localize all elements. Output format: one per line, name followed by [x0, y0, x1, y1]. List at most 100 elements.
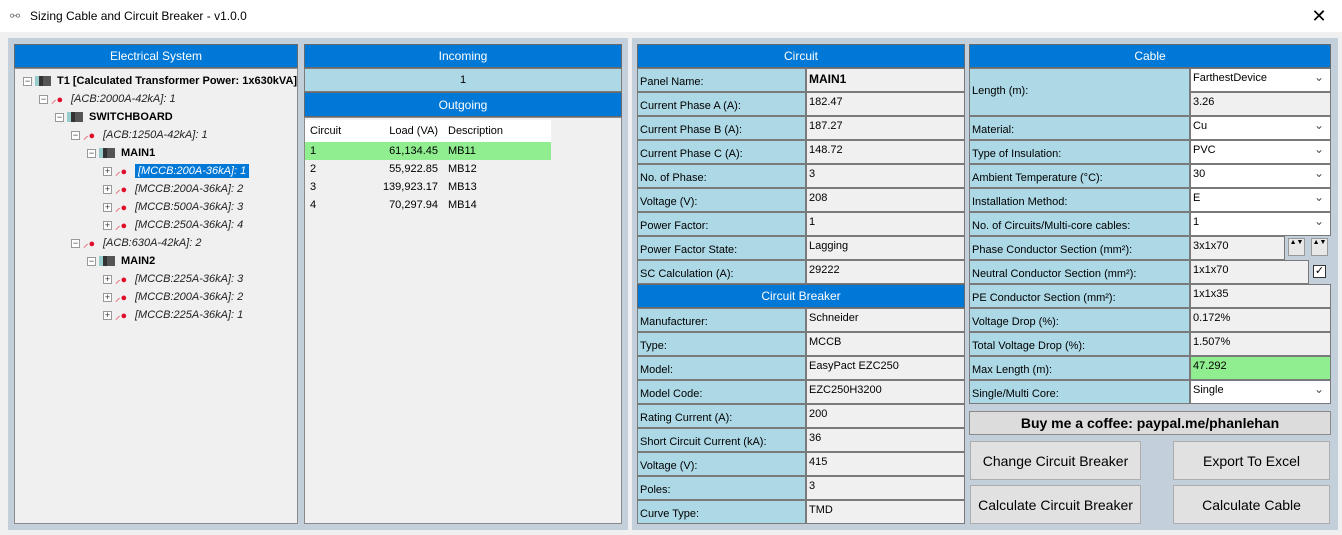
tree-node[interactable]: + ⸝● [MCCB:225A-36kA]: 3 [103, 270, 243, 288]
tree-node-label[interactable]: [MCCB:200A-36kA]: 1 [135, 164, 250, 178]
spinner-icon[interactable]: ▲▼ [1288, 238, 1305, 256]
field-value[interactable]: 208 [806, 188, 965, 212]
grid-row[interactable]: 1 61,134.45 MB11 [305, 142, 551, 160]
field-value[interactable]: 182.47 [806, 92, 965, 116]
collapse-icon[interactable]: − [87, 255, 96, 266]
tree-node-label[interactable]: [MCCB:200A-36kA]: 2 [135, 291, 244, 303]
incoming-value[interactable]: 1 [304, 68, 622, 92]
field-value[interactable]: TMD [806, 500, 965, 524]
field-dropdown[interactable]: Cu [1190, 116, 1331, 140]
tree-node[interactable]: − T1 [Calculated Transformer Power: 1x630… [23, 72, 297, 90]
grid-row[interactable]: 2 55,922.85 MB12 [305, 160, 551, 178]
field-dropdown[interactable]: PVC [1190, 140, 1331, 164]
field-value[interactable]: 415 [806, 452, 965, 476]
tree-node-label[interactable]: [MCCB:200A-36kA]: 2 [135, 183, 244, 195]
spinner-icon[interactable]: ▲▼ [1311, 238, 1328, 256]
field-value[interactable]: 187.27 [806, 116, 965, 140]
tree-node[interactable]: + ⸝● [MCCB:200A-36kA]: 1 [103, 162, 250, 180]
field-value[interactable]: 1 [806, 212, 965, 236]
expand-icon[interactable]: + [103, 273, 112, 284]
tree-node-label[interactable]: [MCCB:225A-36kA]: 3 [135, 273, 244, 285]
field-value[interactable]: 0.172% [1190, 308, 1331, 332]
field-row: Voltage Drop (%): 0.172% [969, 308, 1331, 332]
field-value[interactable]: 3x1x70 [1190, 236, 1285, 260]
tree-node[interactable]: + ⸝● [MCCB:225A-36kA]: 1 [103, 306, 243, 324]
circuit-breaker-header: Circuit Breaker [637, 284, 965, 308]
expand-icon[interactable]: + [103, 201, 112, 212]
field-value[interactable]: 1.507% [1190, 332, 1331, 356]
field-row: Current Phase A (A): 182.47 [637, 92, 965, 116]
panel-icon [67, 112, 83, 122]
export-to-excel-button[interactable]: Export To Excel [1173, 441, 1330, 480]
neutral-checkbox[interactable]: ✓ [1313, 265, 1326, 278]
tree-node-label[interactable]: MAIN2 [121, 255, 156, 267]
field-value[interactable]: 1x1x35 [1190, 284, 1331, 308]
tree-node[interactable]: + ⸝● [MCCB:200A-36kA]: 2 [103, 180, 243, 198]
field-dropdown[interactable]: 1 [1190, 212, 1331, 236]
field-value[interactable]: MAIN1 [806, 68, 965, 92]
collapse-icon[interactable]: − [55, 111, 64, 122]
tree-node[interactable]: − ⸝● [ACB:1250A-42kA]: 1 [71, 126, 208, 144]
tree-node-label[interactable]: [MCCB:250A-36kA]: 4 [135, 219, 244, 231]
field-label: Current Phase A (A): [637, 92, 806, 116]
field-value[interactable]: 36 [806, 428, 965, 452]
tree-node-label[interactable]: [ACB:1250A-42kA]: 1 [103, 129, 208, 141]
tree-node-label[interactable]: [ACB:2000A-42kA]: 1 [71, 93, 176, 105]
field-value[interactable]: Lagging [806, 236, 965, 260]
outgoing-grid[interactable]: Circuit Load (VA) Description 1 61,134.45… [304, 117, 622, 524]
collapse-icon[interactable]: − [71, 129, 80, 140]
length-mode-dropdown[interactable]: FarthestDevice [1190, 68, 1331, 92]
electrical-system-tree[interactable]: − T1 [Calculated Transformer Power: 1x630… [14, 68, 298, 524]
calculate-cable-button[interactable]: Calculate Cable [1173, 485, 1330, 524]
expand-icon[interactable]: + [103, 219, 112, 230]
tree-node-label[interactable]: [MCCB:500A-36kA]: 3 [135, 201, 244, 213]
grid-row[interactable]: 3 139,923.17 MB13 [305, 178, 551, 196]
field-value[interactable]: 29222 [806, 260, 965, 284]
collapse-icon[interactable]: − [39, 93, 48, 104]
field-value[interactable]: MCCB [806, 332, 965, 356]
tree-node[interactable]: − MAIN1 [87, 144, 155, 162]
tree-node-label[interactable]: T1 [Calculated Transformer Power: 1x630k… [57, 75, 298, 87]
field-label: Max Length (m): [969, 356, 1190, 380]
coffee-link[interactable]: Buy me a coffee: paypal.me/phanlehan [969, 411, 1331, 435]
length-input[interactable]: 3.26 [1190, 92, 1331, 116]
expand-icon[interactable]: + [103, 165, 112, 176]
tree-node-label[interactable]: [ACB:630A-42kA]: 2 [103, 237, 202, 249]
tree-node-label[interactable]: MAIN1 [121, 147, 156, 159]
tree-node-label[interactable]: SWITCHBOARD [89, 111, 173, 123]
tree-node[interactable]: − SWITCHBOARD [55, 108, 173, 126]
expand-icon[interactable]: + [103, 183, 112, 194]
tree-node[interactable]: − ⸝● [ACB:630A-42kA]: 2 [71, 234, 201, 252]
col-circuit[interactable]: Circuit [310, 125, 342, 137]
col-load[interactable]: Load (VA) [389, 125, 438, 137]
tree-node[interactable]: − MAIN2 [87, 252, 155, 270]
col-description[interactable]: Description [448, 125, 504, 137]
field-value[interactable]: 3 [806, 164, 965, 188]
tree-node[interactable]: + ⸝● [MCCB:500A-36kA]: 3 [103, 198, 243, 216]
expand-icon[interactable]: + [103, 291, 112, 302]
grid-row[interactable]: 4 70,297.94 MB14 [305, 196, 551, 214]
expand-icon[interactable]: + [103, 309, 112, 320]
close-button[interactable]: ✕ [1311, 5, 1327, 26]
tree-node[interactable]: + ⸝● [MCCB:250A-36kA]: 4 [103, 216, 243, 234]
field-dropdown[interactable]: 30 [1190, 164, 1331, 188]
field-label: Model Code: [637, 380, 806, 404]
tree-node-label[interactable]: [MCCB:225A-36kA]: 1 [135, 309, 244, 321]
tree-node[interactable]: − ⸝● [ACB:2000A-42kA]: 1 [39, 90, 176, 108]
field-value[interactable]: EZC250H3200 [806, 380, 965, 404]
field-value[interactable]: EasyPact EZC250 [806, 356, 965, 380]
collapse-icon[interactable]: − [71, 237, 80, 248]
field-value[interactable]: Schneider [806, 308, 965, 332]
change-circuit-breaker-button[interactable]: Change Circuit Breaker [970, 441, 1141, 480]
collapse-icon[interactable]: − [23, 75, 32, 86]
field-dropdown[interactable]: Single [1190, 380, 1331, 404]
calculate-circuit-breaker-button[interactable]: Calculate Circuit Breaker [970, 485, 1141, 524]
field-value[interactable]: 1x1x70 [1190, 260, 1309, 284]
field-value[interactable]: 148.72 [806, 140, 965, 164]
field-dropdown[interactable]: E [1190, 188, 1331, 212]
field-value[interactable]: 3 [806, 476, 965, 500]
collapse-icon[interactable]: − [87, 147, 96, 158]
field-value[interactable]: 47.292 [1190, 356, 1331, 380]
field-value[interactable]: 200 [806, 404, 965, 428]
tree-node[interactable]: + ⸝● [MCCB:200A-36kA]: 2 [103, 288, 243, 306]
